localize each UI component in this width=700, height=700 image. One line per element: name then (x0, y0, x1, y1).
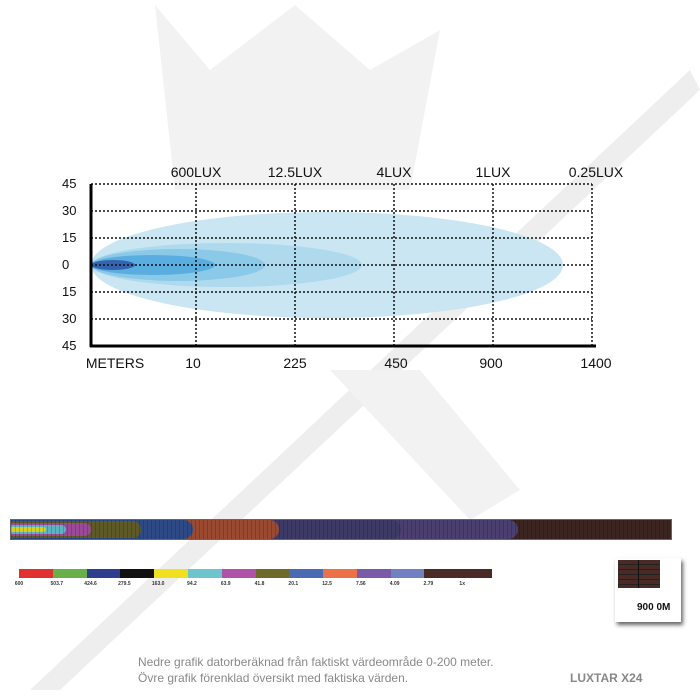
legend-swatch (52, 569, 88, 578)
y-tick-label: 30 (62, 311, 77, 326)
legend-label: 2.79 (423, 581, 434, 587)
y-tick-label: 0 (62, 257, 70, 272)
distance-box: 900 0M (615, 558, 681, 622)
legend-swatch (255, 569, 290, 578)
legend-label: 41.8 (254, 581, 265, 587)
lux-label: 4LUX (376, 164, 412, 180)
legend-swatch (120, 569, 155, 578)
legend-swatch (187, 569, 223, 578)
product-name: LUXTAR X24 (570, 671, 643, 685)
legend-label: 163.0 (151, 581, 165, 587)
legend-swatch (19, 569, 54, 578)
y-tick-label: 45 (62, 176, 77, 191)
x-tick-label: 10 (185, 355, 201, 371)
note-line-2: Övre grafik förenklad översikt med fakti… (138, 671, 409, 685)
legend-label: 94.2 (187, 581, 197, 587)
lux-label: 0.25LUX (568, 164, 624, 180)
y-tick-label: 15 (62, 284, 77, 299)
lux-label: 600LUX (170, 164, 222, 180)
lux-label: 1LUX (475, 164, 511, 180)
beam-diagram (89, 183, 596, 348)
legend-swatch (390, 569, 425, 578)
y-tick-label: 45 (62, 338, 77, 353)
simulation-strip (10, 519, 672, 540)
legend-label: 424.6 (84, 581, 97, 587)
legend-swatch (424, 569, 459, 578)
x-tick-label: 225 (283, 355, 307, 371)
y-tick-label: 30 (62, 203, 77, 218)
legend-label: 20.1 (288, 581, 299, 587)
note-line-1: Nedre grafik datorberäknad från faktiskt… (138, 655, 494, 669)
distance-label: 900 0M (637, 602, 671, 613)
y-tick-label: 15 (62, 230, 77, 245)
legend-label: 1x (459, 581, 465, 587)
lux-label: 12.5LUX (267, 164, 323, 180)
legend-swatch (356, 569, 392, 578)
x-tick-label: 450 (384, 355, 408, 371)
legend-label: 4.09 (389, 581, 400, 587)
legend-label: 12.5 (322, 581, 332, 587)
x-tick-label: 900 (479, 355, 503, 371)
legend-swatch (289, 569, 324, 578)
x-tick-label: 1400 (580, 355, 612, 371)
legend-label: 279.5 (118, 581, 131, 587)
legend-swatch (323, 569, 358, 578)
legend-label: 600 (14, 581, 24, 587)
legend-swatch (154, 569, 189, 578)
legend-swatch (458, 569, 493, 578)
legend-swatch (221, 569, 256, 578)
legend-label: 7.56 (355, 581, 366, 587)
legend-swatch (86, 569, 121, 578)
legend-label: 63.9 (220, 581, 231, 587)
x-axis-title: METERS (85, 355, 145, 371)
legend-label: 503.7 (50, 581, 64, 587)
